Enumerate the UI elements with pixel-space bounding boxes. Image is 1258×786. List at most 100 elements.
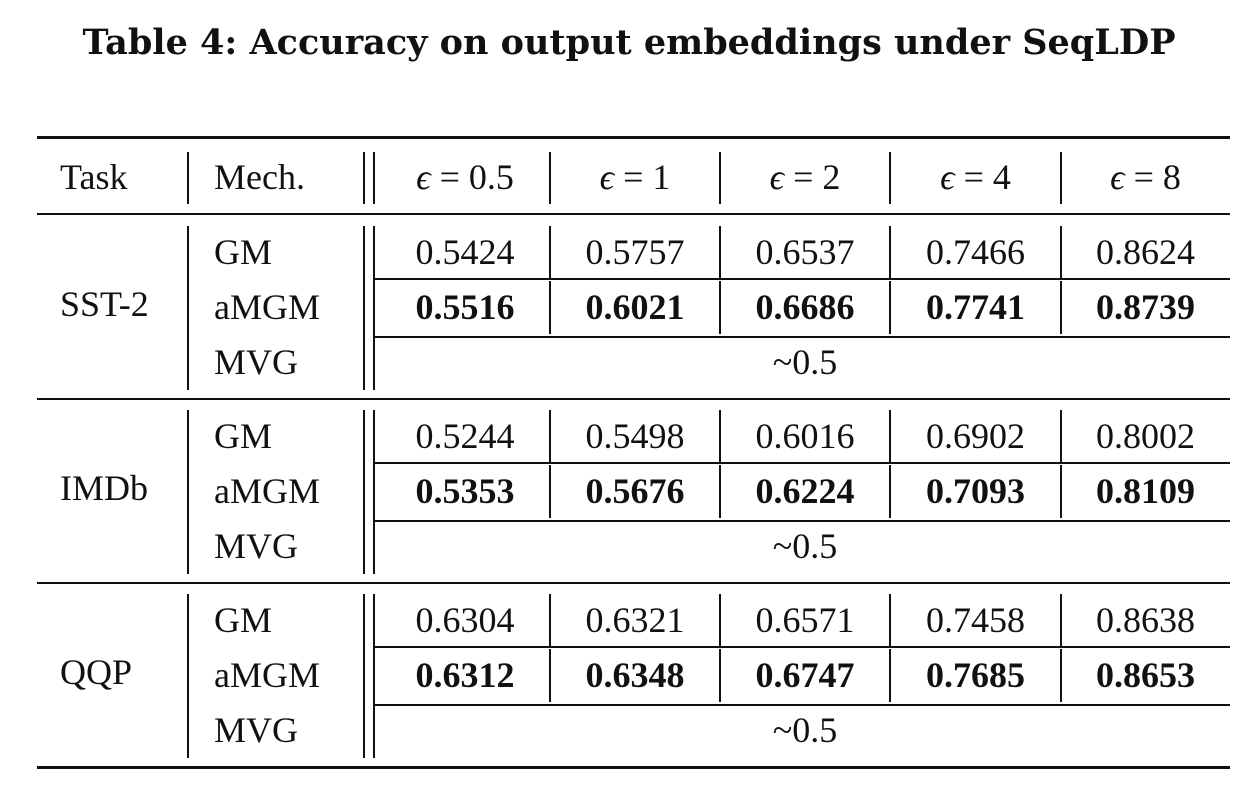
value-cell: 0.6537 <box>755 232 855 272</box>
mech-label: MVG <box>214 342 299 382</box>
cell-sep <box>719 465 721 518</box>
header-sep-eps-1 <box>719 152 721 204</box>
group-sep-double-a <box>363 594 365 758</box>
header-sep-eps-2 <box>889 152 891 204</box>
epsilon-symbol: ϵ <box>599 157 615 197</box>
header-sep-eps-0 <box>549 152 551 204</box>
value-cell: 0.5353 <box>415 471 515 511</box>
cell-sep <box>549 281 551 334</box>
cell-sep <box>1060 465 1062 518</box>
epsilon-symbol: ϵ <box>1110 157 1125 197</box>
row-rule <box>375 278 1230 280</box>
epsilon-value: = 2 <box>784 157 841 197</box>
epsilon-symbol: ϵ <box>769 157 785 197</box>
value-cell: 0.7093 <box>926 471 1025 511</box>
value-cell: 0.8109 <box>1096 471 1195 511</box>
value-cell: 0.5424 <box>415 232 515 272</box>
epsilon-value: = 8 <box>1124 157 1181 197</box>
cell-sep <box>719 281 721 334</box>
row-rule <box>375 462 1230 464</box>
epsilon-value: = 0.5 <box>430 157 514 197</box>
header-sep-double-a <box>363 152 365 204</box>
cell-sep <box>549 465 551 518</box>
value-cell: 0.6571 <box>755 600 855 640</box>
cell-sep <box>889 226 891 279</box>
cell-sep <box>719 226 721 279</box>
value-cell: 0.6902 <box>926 416 1025 456</box>
value-cell: 0.5244 <box>415 416 515 456</box>
cell-sep <box>1060 281 1062 334</box>
value-cell: 0.7466 <box>926 232 1025 272</box>
mech-label: GM <box>214 232 273 272</box>
span-value: ~0.5 <box>772 342 838 382</box>
cell-sep <box>719 649 721 702</box>
value-cell: 0.6747 <box>755 655 855 695</box>
value-cell: 0.6021 <box>585 287 685 327</box>
value-cell: 0.8002 <box>1096 416 1195 456</box>
cell-sep <box>549 594 551 647</box>
value-cell: 0.6686 <box>755 287 855 327</box>
cell-sep <box>889 281 891 334</box>
cell-sep <box>549 649 551 702</box>
value-cell: 0.6348 <box>585 655 685 695</box>
span-value: ~0.5 <box>772 526 838 566</box>
mech-label: GM <box>214 416 273 456</box>
cell-sep <box>549 226 551 279</box>
header-epsilon-0: ϵ = 0.5 <box>380 152 550 202</box>
row-rule <box>375 336 1230 338</box>
value-cell: 0.8624 <box>1096 232 1195 272</box>
value-cell: 0.6321 <box>585 600 685 640</box>
group-sep-double-a <box>363 226 365 390</box>
header-epsilon-4: ϵ = 8 <box>1061 152 1230 202</box>
value-cell: 0.5676 <box>585 471 685 511</box>
cell-sep <box>549 410 551 463</box>
value-cell: 0.8638 <box>1096 600 1195 640</box>
row-rule <box>375 646 1230 648</box>
value-cell: 0.6312 <box>415 655 515 695</box>
group-rule-2 <box>37 582 1230 584</box>
mech-label: aMGM <box>214 655 320 695</box>
group-sep-task <box>187 410 189 574</box>
task-label: IMDb <box>60 468 148 508</box>
row-rule <box>375 704 1230 706</box>
table-caption: Table 4: Accuracy on output embeddings u… <box>82 22 1176 63</box>
value-cell: 0.6304 <box>415 600 515 640</box>
value-cell: 0.7458 <box>926 600 1025 640</box>
mech-label: aMGM <box>214 471 320 511</box>
cell-sep <box>889 594 891 647</box>
group-sep-task <box>187 226 189 390</box>
cell-sep <box>889 649 891 702</box>
cell-sep <box>1060 594 1062 647</box>
epsilon-value: = 4 <box>954 157 1011 197</box>
cell-sep <box>889 410 891 463</box>
task-label: QQP <box>60 652 133 692</box>
group-rule-1 <box>37 398 1230 400</box>
group-sep-double-a <box>363 410 365 574</box>
value-cell: 0.5516 <box>415 287 515 327</box>
value-cell: 0.7741 <box>926 287 1025 327</box>
header-task: Task <box>60 157 128 197</box>
header-sep-double-b <box>373 152 375 204</box>
mech-label: aMGM <box>214 287 320 327</box>
value-cell: 0.5757 <box>585 232 685 272</box>
cell-sep <box>1060 226 1062 279</box>
bottom-rule <box>37 766 1230 769</box>
header-sep-eps-3 <box>1060 152 1062 204</box>
value-cell: 0.7685 <box>926 655 1025 695</box>
group-sep-task <box>187 594 189 758</box>
mech-label: MVG <box>214 526 299 566</box>
mech-label: GM <box>214 600 273 640</box>
cell-sep <box>889 465 891 518</box>
row-rule <box>375 520 1230 522</box>
group-sep-double-b <box>373 226 375 390</box>
header-rule <box>37 213 1230 215</box>
top-rule <box>37 136 1230 139</box>
cell-sep <box>1060 649 1062 702</box>
cell-sep <box>719 594 721 647</box>
header-epsilon-2: ϵ = 2 <box>720 152 890 202</box>
cell-sep <box>719 410 721 463</box>
value-cell: 0.6016 <box>755 416 855 456</box>
group-sep-double-b <box>373 594 375 758</box>
epsilon-value: = 1 <box>614 157 671 197</box>
task-label: SST-2 <box>60 284 149 324</box>
